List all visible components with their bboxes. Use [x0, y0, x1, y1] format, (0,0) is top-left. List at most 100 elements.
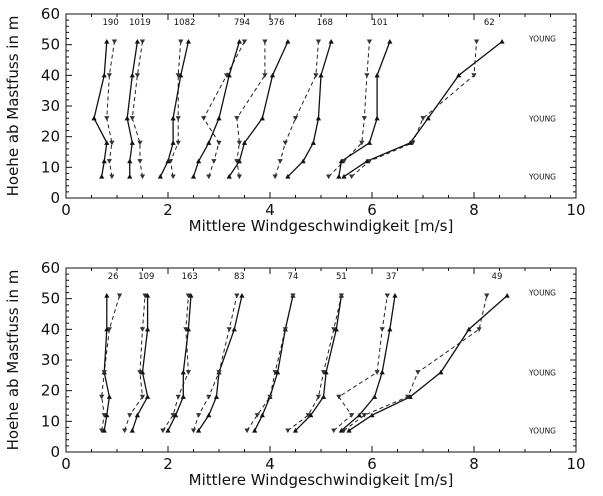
solid-profile-point: [236, 158, 242, 164]
dashed-profile-line: [170, 41, 182, 177]
solid-profile-point: [320, 394, 327, 399]
dashed-profile-point: [254, 413, 260, 418]
dashed-profile-point: [315, 39, 322, 45]
solid-profile-point: [188, 293, 194, 298]
x-tick-label: 6: [367, 201, 377, 219]
dashed-profile-point: [142, 293, 148, 299]
dashed-profile-line: [131, 41, 143, 177]
solid-profile-point: [190, 173, 197, 179]
dashed-profile-point: [167, 159, 174, 164]
solid-profile-point: [170, 140, 176, 145]
dashed-profile-point: [185, 370, 191, 375]
dashed-profile-line: [333, 295, 388, 431]
dashed-profile-point: [349, 413, 355, 418]
solid-profile-point: [196, 427, 202, 433]
solid-profile-point: [145, 293, 151, 298]
dashed-profile-point: [241, 39, 248, 45]
y-tick-label: 30: [41, 351, 60, 369]
dashed-profile-point: [129, 116, 135, 121]
solid-profile-point: [456, 72, 462, 78]
x-tick-label: 2: [163, 455, 173, 473]
solid-profile-point: [338, 158, 344, 164]
series-1: 26: [99, 272, 123, 434]
solid-profile-point: [374, 72, 380, 78]
dashed-profile-point: [196, 413, 202, 418]
solid-profile-line: [198, 295, 243, 431]
dashed-profile-line: [124, 295, 146, 431]
dashed-profile-point: [122, 428, 128, 434]
solid-profile-line: [126, 41, 139, 177]
solid-profile-point: [216, 115, 222, 121]
count-label: 26: [108, 272, 119, 282]
dashed-profile-point: [224, 73, 230, 78]
dashed-profile-point: [216, 140, 222, 146]
solid-profile-point: [134, 412, 140, 418]
dashed-profile-point: [236, 174, 242, 180]
dashed-profile-line: [246, 295, 294, 431]
solid-profile-point: [407, 140, 413, 145]
solid-profile-point: [145, 326, 151, 332]
dashed-profile-point: [106, 327, 112, 332]
dashed-profile-point: [137, 140, 143, 146]
count-label: 376: [268, 18, 284, 28]
solid-profile-point: [226, 173, 232, 179]
solid-profile-point: [226, 72, 232, 78]
solid-profile-line: [103, 295, 111, 431]
young-annotation: YOUNG: [528, 114, 556, 123]
dashed-profile-point: [201, 116, 207, 121]
y-tick-label: 50: [41, 36, 60, 54]
solid-profile-point: [315, 115, 322, 121]
solid-profile-point: [206, 412, 212, 418]
dashed-profile-point: [267, 394, 273, 400]
solid-profile-point: [392, 293, 398, 298]
series-1: 190: [91, 18, 119, 180]
solid-profile-point: [165, 427, 171, 433]
series-3: 163: [160, 272, 198, 434]
series-2: 109: [122, 272, 154, 434]
y-tick-label: 40: [41, 66, 60, 84]
dashed-profile-point: [471, 73, 477, 78]
solid-profile-point: [206, 140, 212, 145]
x-tick-label: 2: [163, 201, 173, 219]
young-annotation: YOUNG: [528, 173, 556, 182]
solid-profile-point: [259, 412, 265, 418]
count-label: 1082: [174, 18, 196, 28]
series-6: 51: [285, 272, 347, 434]
solid-profile-point: [101, 72, 107, 78]
solid-profile-line: [338, 41, 391, 177]
dashed-profile-point: [101, 370, 107, 375]
dashed-profile-point: [361, 116, 367, 121]
x-tick-label: 6: [367, 455, 377, 473]
dashed-profile-point: [366, 39, 373, 45]
dashed-profile-point: [313, 73, 319, 78]
solid-profile-line: [348, 295, 508, 432]
solid-profile-point: [308, 412, 314, 418]
young-annotation: YOUNG: [528, 368, 556, 377]
count-label: 163: [182, 272, 198, 282]
dashed-profile-point: [364, 73, 370, 78]
dashed-profile-point: [359, 140, 365, 146]
dashed-profile-point: [341, 428, 347, 434]
dashed-profile-point: [216, 370, 222, 375]
solid-profile-point: [338, 427, 344, 433]
x-tick-label: 10: [566, 455, 585, 473]
count-label: 168: [317, 18, 333, 28]
solid-profile-line: [295, 295, 343, 431]
dashed-profile-point: [366, 159, 373, 164]
count-label: 62: [484, 18, 495, 28]
solid-profile-point: [124, 115, 130, 121]
solid-profile-line: [343, 41, 503, 178]
y-tick-label: 0: [50, 189, 60, 207]
dashed-profile-point: [211, 159, 217, 164]
dashed-profile-line: [274, 41, 319, 177]
x-tick-label: 4: [265, 455, 275, 473]
solid-profile-point: [213, 394, 220, 399]
solid-profile-point: [300, 158, 306, 164]
solid-profile-point: [104, 39, 110, 44]
solid-profile-point: [323, 369, 329, 375]
dashed-profile-point: [476, 327, 482, 332]
solid-profile-point: [157, 173, 163, 179]
dashed-profile-point: [285, 428, 291, 434]
dashed-profile-point: [178, 39, 184, 45]
dashed-profile-point: [185, 293, 191, 299]
